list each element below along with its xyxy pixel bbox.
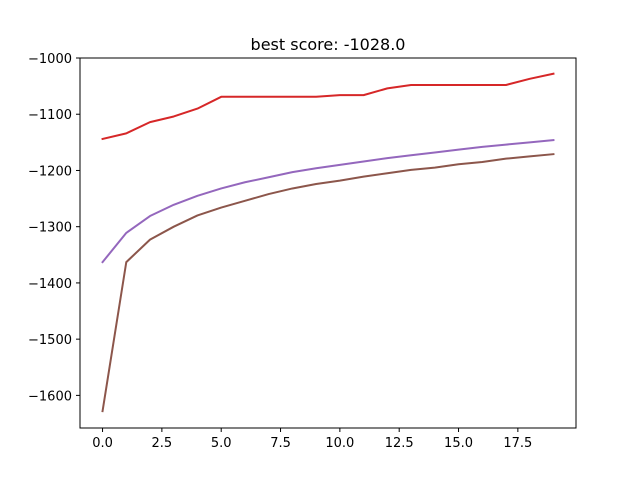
y-tick-label: −1600 — [28, 389, 72, 404]
y-tick-label: −1100 — [28, 108, 72, 123]
y-tick-label: −1200 — [28, 164, 72, 179]
x-tick-label: 15.0 — [444, 436, 473, 451]
x-tick-label: 0.0 — [92, 436, 113, 451]
x-tick-label: 7.5 — [270, 436, 291, 451]
plot-frame — [79, 57, 577, 429]
y-tick-label: −1300 — [28, 221, 72, 236]
chart-title: best score: -1028.0 — [251, 35, 406, 54]
x-tick-label: 17.5 — [503, 436, 532, 451]
series-layer — [101, 72, 555, 413]
y-tick-label: −1000 — [28, 52, 72, 67]
x-tick-label: 2.5 — [152, 436, 173, 451]
y-tick-label: −1500 — [28, 333, 72, 348]
series-line-2 — [101, 139, 555, 264]
x-tick-label: 5.0 — [211, 436, 232, 451]
x-tick-label: 10.0 — [325, 436, 354, 451]
axes-layer: 0.0 2.5 5.0 7.5 10.0 12.5 15.0 17.5 −1600 −1500 −1… — [28, 52, 577, 451]
y-tick-label: −1400 — [28, 277, 72, 292]
x-tick-label: 12.5 — [385, 436, 414, 451]
series-line-3 — [101, 153, 555, 413]
series-line-1 — [101, 72, 555, 141]
